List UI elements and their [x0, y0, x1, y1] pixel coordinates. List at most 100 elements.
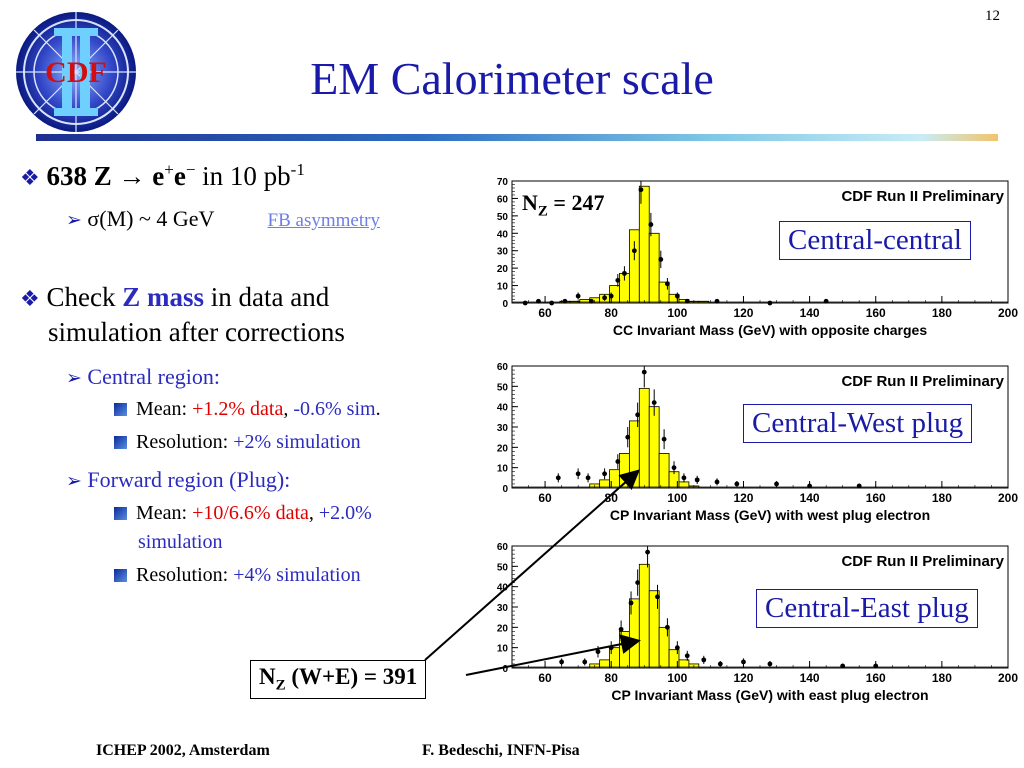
plot-title: CDF Run II Preliminary	[841, 188, 1004, 205]
data-point	[674, 645, 680, 651]
data-point	[622, 270, 627, 276]
x-tick-label: 160	[866, 671, 886, 685]
bullet-check-mass-line2: simulation after corrections	[48, 317, 345, 347]
y-tick-label: 10	[497, 464, 509, 475]
central-mean-data: +1.2% data	[192, 398, 284, 420]
x-tick-label: 180	[932, 491, 952, 505]
y-tick-label: 10	[497, 644, 509, 655]
x-tick-label: 120	[733, 491, 753, 505]
fb-asymmetry-link[interactable]: FB asymmetry	[267, 210, 380, 231]
data-point	[585, 475, 591, 481]
data-point	[714, 479, 720, 485]
nz-value: (W+E) = 391	[285, 664, 418, 689]
x-tick-label: 80	[605, 306, 619, 320]
footer-author: F. Bedeschi, INFN-Pisa	[422, 742, 580, 759]
y-tick-label: 50	[497, 382, 509, 393]
data-point	[671, 465, 677, 471]
histogram-bar	[658, 281, 670, 304]
y-tick-label: 50	[497, 562, 509, 573]
y-tick-label: 50	[497, 212, 509, 223]
forward-resolution-value: +4% simulation	[233, 564, 361, 586]
logo-text: CDF	[45, 56, 107, 89]
square-bullet-icon	[114, 403, 127, 416]
data-point	[588, 298, 594, 304]
x-tick-label: 80	[605, 671, 619, 685]
y-tick-label: 30	[497, 603, 509, 614]
positron-symbol: e	[173, 161, 186, 191]
x-tick-label: 60	[538, 671, 552, 685]
x-tick-label: 140	[800, 671, 820, 685]
bullet-z-count: ❖ 638 Z → e+e− in 10 pb-1	[20, 160, 305, 192]
x-tick-label: 60	[538, 306, 552, 320]
y-tick-label: 40	[497, 403, 509, 414]
y-tick-label: 70	[497, 177, 509, 188]
data-point	[615, 277, 621, 283]
nz-symbol: N	[259, 664, 276, 689]
data-point	[774, 481, 779, 487]
forward-region-label: Forward region (Plug):	[87, 467, 291, 492]
data-point	[608, 645, 614, 651]
histogram-bar	[628, 229, 640, 304]
label-central-east-plug: Central-East plug	[756, 589, 978, 628]
label-central-west-plug: Central-West plug	[743, 404, 973, 443]
x-tick-label: 140	[800, 491, 820, 505]
histogram-bar	[579, 299, 591, 304]
y-tick-label: 40	[497, 229, 509, 240]
data-point	[645, 549, 650, 555]
data-point	[595, 649, 601, 655]
histogram-bar	[668, 293, 680, 304]
central-resolution-value: +2% simulation	[233, 431, 361, 453]
data-point	[641, 369, 647, 375]
x-tick-label: 120	[733, 671, 753, 685]
central-mean-sim: -0.6% sim	[293, 398, 376, 420]
data-point	[681, 475, 687, 481]
x-tick-label: 160	[866, 491, 886, 505]
forward-mean-sim-line2: simulation	[138, 531, 223, 553]
x-tick-label: 160	[866, 306, 886, 320]
x-axis-label: CP Invariant Mass (GeV) with west plug e…	[610, 507, 930, 523]
square-bullet-icon	[114, 569, 127, 582]
nz-plug-annotation: NZ (W+E) = 391	[250, 660, 427, 699]
histogram-bar	[658, 626, 670, 669]
data-point	[767, 300, 773, 306]
arrow-bullet-icon: ➢	[66, 368, 82, 389]
minus-superscript: −	[185, 160, 196, 179]
y-tick-label: 0	[502, 664, 508, 675]
x-tick-label: 200	[998, 306, 1018, 320]
data-point	[582, 659, 588, 665]
diamond-bullet-icon: ❖	[20, 286, 40, 311]
data-point	[655, 594, 660, 600]
forward-mean: Mean: +10/6.6% data, +2.0%	[114, 502, 372, 525]
data-point	[701, 657, 707, 663]
resolution-label: Resolution:	[136, 564, 234, 586]
mean-label: Mean:	[136, 398, 193, 420]
data-point	[717, 661, 723, 667]
data-point	[615, 459, 621, 464]
nz-value: = 247	[547, 190, 605, 215]
x-tick-label: 100	[667, 306, 687, 320]
check-post-text: in data and	[203, 282, 330, 312]
label-central-central: Central-central	[779, 221, 971, 260]
data-point	[734, 481, 740, 487]
histogram-bar	[619, 453, 630, 489]
histogram-bar	[648, 406, 660, 489]
data-point	[665, 281, 670, 287]
data-point	[628, 600, 634, 606]
data-point	[575, 471, 581, 477]
data-point	[767, 661, 773, 667]
histogram-bar	[638, 387, 650, 489]
x-axis-label: CC Invariant Mass (GeV) with opposite ch…	[613, 322, 928, 338]
forward-mean-data: +10/6.6% data	[192, 502, 309, 524]
inverse-superscript: -1	[290, 160, 305, 179]
sub-bullet-central: ➢ Central region:	[66, 364, 220, 390]
cw-mass-plot: 0 10 20 30 40 50 60 60 80 100 120 140 160 180 200 CDF R…	[470, 360, 1018, 530]
central-resolution: Resolution: +2% simulation	[114, 431, 361, 454]
y-tick-label: 30	[497, 423, 509, 434]
y-tick-label: 0	[502, 299, 508, 310]
data-point	[684, 653, 690, 659]
bullet-check-mass: ❖ Check Z mass in data and	[20, 282, 329, 313]
nz-subscript: Z	[275, 677, 286, 694]
forward-resolution: Resolution: +4% simulation	[114, 564, 361, 587]
data-point	[635, 580, 641, 585]
comma: ,	[283, 398, 294, 420]
